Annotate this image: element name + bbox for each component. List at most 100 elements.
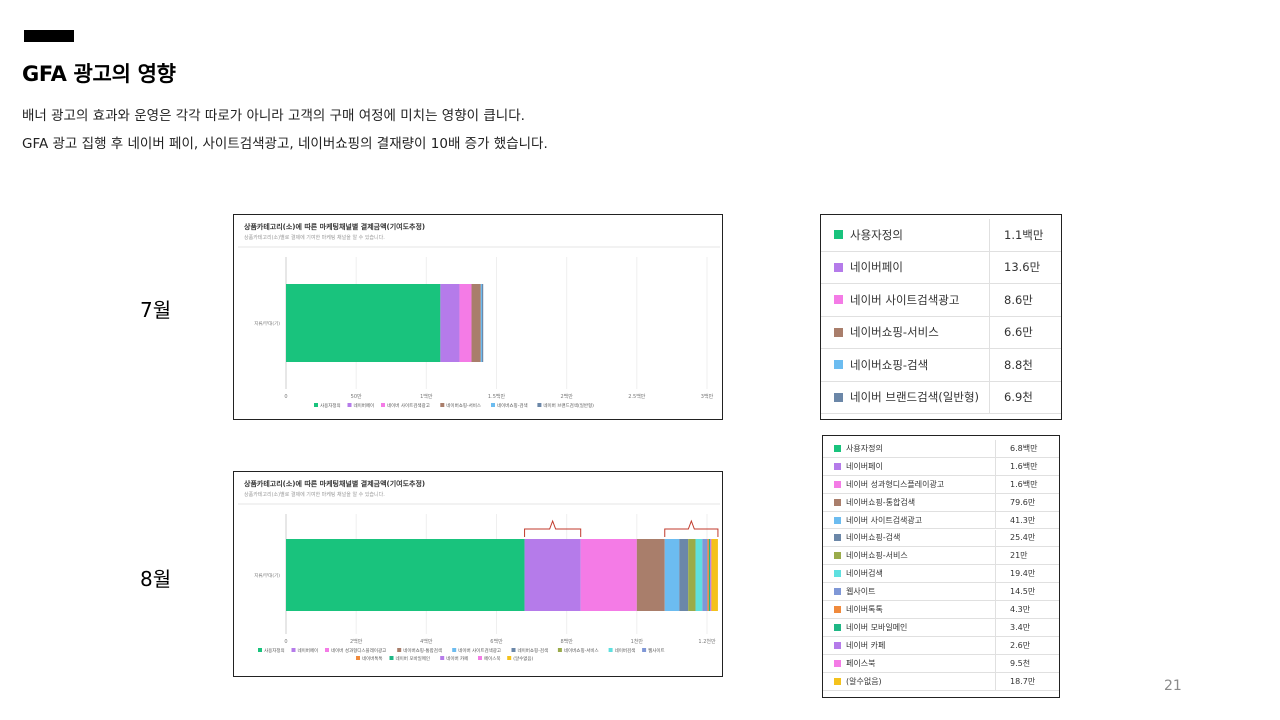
august-table-channel-value: 25.4만 [995,529,1059,547]
july-legend-label-2: 네이버페이 [354,402,375,409]
july-legend-label-1: 사용자정의 [320,402,341,409]
august-table-channel-name: 네이버쇼핑-검색 [846,533,901,543]
august-legend-swatch-3 [325,648,329,652]
august-table-channel-value: 9.5천 [995,654,1059,672]
july-table-color-swatch [834,230,843,240]
august-legend-label-11: 네이버 모바일메인 [396,655,431,662]
july-x-tick-label: 2백만 [560,393,573,400]
august-bar-segment-1 [286,539,525,611]
august-table-row: 네이버 성과형디스플레이광고 1.6백만 [823,475,1059,494]
august-table-channel-name: (알수없음) [846,676,882,686]
august-table-color-swatch [834,623,841,631]
august-bar-segment-5 [664,539,680,611]
july-x-tick-label: 0 [284,394,287,400]
august-table-color-swatch [834,552,841,560]
july-table-row: 네이버쇼핑-검색 8.8천 [821,349,1061,382]
august-highlight-bracket-1 [524,519,582,537]
august-table-channel-name: 웹사이트 [846,587,876,597]
july-category-label: 지류/부대(기) [254,320,280,327]
july-table-row: 네이버쇼핑-서비스 6.6만 [821,316,1061,349]
august-bar-segment-2 [524,539,581,611]
july-x-tick-label: 2.5백만 [628,393,646,400]
august-legend-swatch-12 [440,656,445,660]
july-bar-segment-3 [459,284,472,362]
august-table-color-swatch [834,588,841,596]
july-table-channel-value: 8.6만 [989,284,1061,316]
july-stacked-bar-chart: 0 50만 1백만 1.5백만 2백만 2.5백만 3백만 지류/부대(기) 사용자정의 네이버페… [233,214,723,420]
august-legend-swatch-13 [478,656,482,660]
august-table-channel-value: 21만 [995,547,1059,565]
august-table-channel-name: 네이버쇼핑-통합검색 [846,497,916,507]
july-table-row: 네이버 브랜드검색(일반형) 6.9천 [821,381,1061,414]
title-accent-bar [24,30,74,42]
august-bar-segment-7 [688,539,696,611]
august-table-channel-name: 사용자정의 [846,443,883,453]
august-legend-label-9: 웹사이트 [648,647,665,654]
july-legend-swatch-1 [314,403,318,407]
august-table-color-swatch [834,641,841,649]
july-table-color-swatch [834,360,843,370]
august-table-row: 웹사이트 14.5만 [823,583,1059,602]
august-table-channel-value: 18.7만 [995,672,1059,690]
page-number: 21 [1164,678,1182,694]
july-legend-label-3: 네이버 사이트검색광고 [387,402,430,409]
july-legend-swatch-3 [381,403,385,407]
july-table-row: 네이버페이 13.6만 [821,251,1061,284]
july-table-channel-name: 사용자정의 [850,227,903,242]
august-table-channel-value: 14.5만 [995,583,1059,601]
july-table-color-swatch [834,262,843,272]
august-table-channel-value: 2.6만 [995,636,1059,654]
august-table-row: 네이버페이 1.6백만 [823,457,1059,476]
august-bar-segment-14 [711,539,718,611]
august-x-tick-label: 4백만 [420,638,433,645]
august-table-color-swatch [834,534,841,542]
july-table-color-swatch [834,327,843,337]
august-table-channel-value: 1.6백만 [995,475,1059,493]
july-bar-segment-2 [440,284,460,362]
july-chart-canvas: 0 50만 1백만 1.5백만 2백만 2.5백만 3백만 지류/부대(기) 사용자정의 네이버페… [238,246,720,409]
august-table-row: 페이스북 9.5천 [823,654,1059,673]
august-legend-label-12: 네이버 카페 [446,655,468,662]
august-table-channel-name: 네이버쇼핑-서비스 [846,551,908,561]
july-legend-swatch-6 [537,403,542,407]
august-table-row: (알수없음) 18.7만 [823,672,1059,691]
july-legend-label-5: 네이버쇼핑-검색 [497,402,528,409]
july-x-tick-label: 3백만 [701,393,714,400]
body-text-line-1: 배너 광고의 효과와 운영은 각각 따로가 아니라 고객의 구매 여정에 미치는… [22,108,525,124]
august-table-row: 네이버검색 19.4만 [823,565,1059,584]
july-table-channel-name: 네이버쇼핑-검색 [850,357,929,372]
july-table-channel-name: 네이버페이 [850,260,903,275]
august-stacked-bar-chart: 0 2백만 4백만 6백만 8백만 1천만 1.2천만 지류/부대(기) 사용자정의 네이버페이 네… [233,471,723,677]
august-bar-segment-9 [702,539,708,611]
july-legend-swatch-2 [347,403,352,407]
july-label: 7월 [140,298,172,322]
august-legend-label-5: 네이버 사이트검색광고 [458,647,501,654]
july-chart-title: 상품카테고리(소)에 따른 마케팅채널별 결제금액(기여도추정) [244,223,426,231]
july-legend-swatch-4 [440,403,445,407]
august-category-label: 지류/부대(기) [254,572,280,579]
august-table-channel-name: 페이스북 [846,658,876,668]
august-table-row: 네이버 모바일메인 3.4만 [823,619,1059,637]
august-table-channel-name: 네이버페이 [846,461,883,471]
july-table-row: 네이버 사이트검색광고 8.6만 [821,284,1061,317]
july-bar-segment-4 [471,284,481,362]
july-table-channel-name: 네이버쇼핑-서비스 [850,325,939,340]
august-legend-swatch-6 [511,648,516,652]
august-table-row: 사용자정의 6.8백만 [823,440,1059,458]
july-bar-segment-5 [480,284,483,362]
august-table-channel-name: 네이버 카페 [846,640,886,650]
august-legend-label-3: 네이버 성과형디스플레이광고 [331,647,386,654]
august-bar-segment-10 [707,539,709,611]
august-table-row: 네이버 사이트검색광고 41.3만 [823,511,1059,530]
august-legend-swatch-14 [507,656,512,660]
august-table-row: 네이버쇼핑-서비스 21만 [823,547,1059,566]
august-table-color-swatch [834,606,841,614]
august-table-channel-value: 3.4만 [995,619,1059,636]
august-table-channel-value: 4.3만 [995,601,1059,618]
august-chart-subtitle: 상품카테고리(소)별로 결제에 기여한 마케팅 채널을 알 수 있습니다. [244,492,385,498]
august-table-channel-value: 19.4만 [995,565,1059,583]
august-legend-label-8: 네이버검색 [615,647,636,654]
august-bar-segment-6 [679,539,689,611]
august-legend-label-13: 페이스북 [484,655,501,662]
